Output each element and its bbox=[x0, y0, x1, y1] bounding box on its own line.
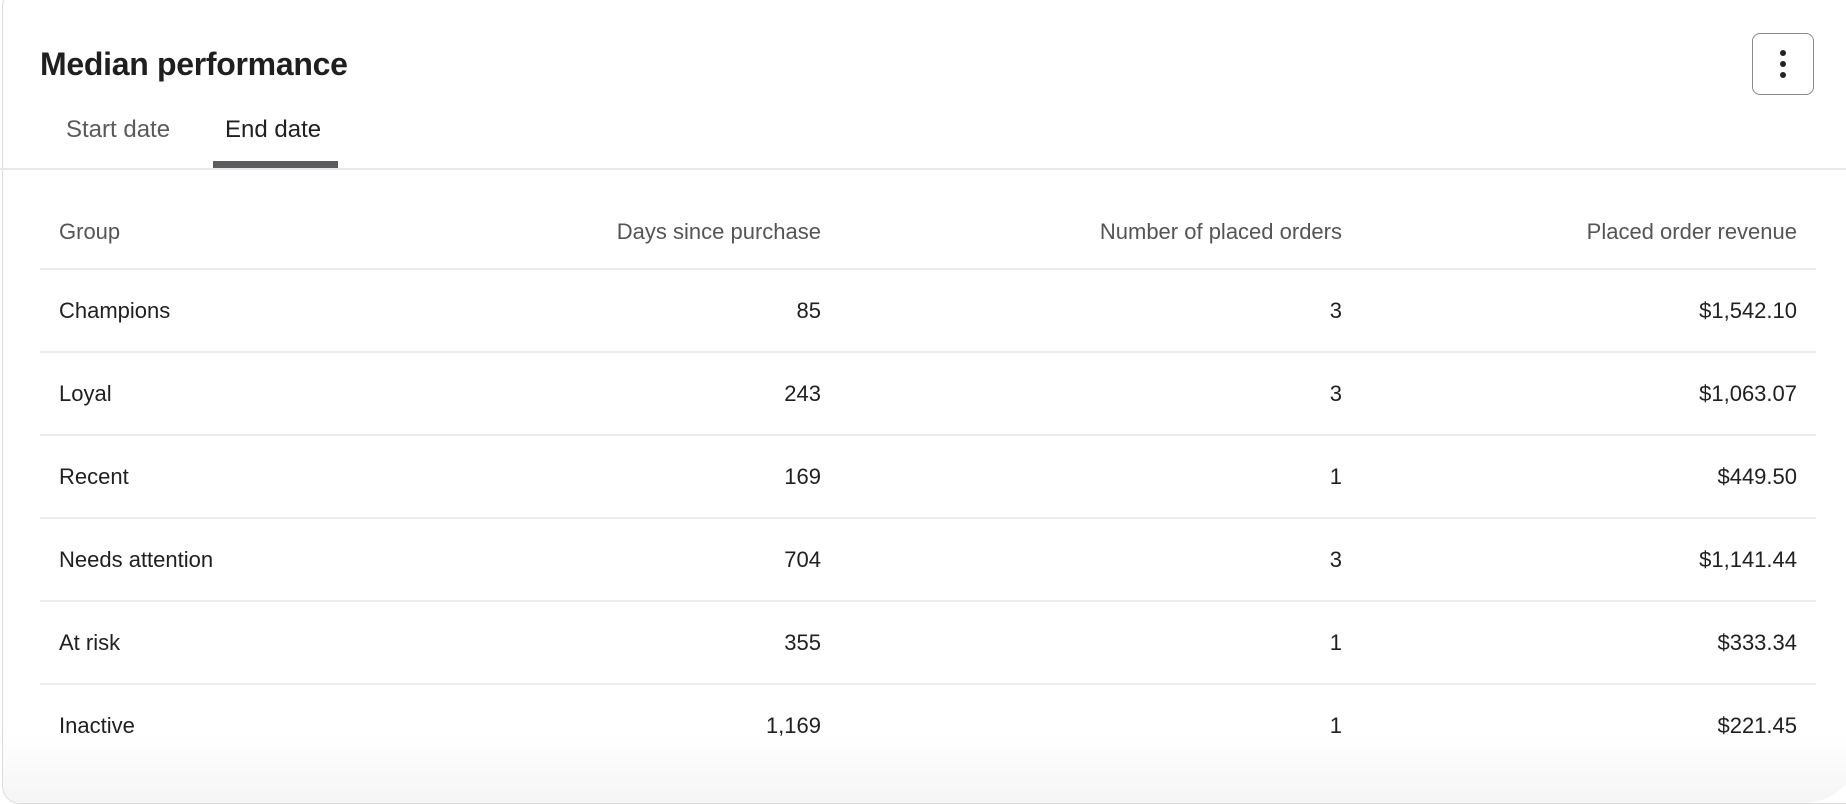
cell-days-since-purchase: 704 bbox=[420, 518, 840, 602]
card-footer-fade bbox=[3, 733, 1846, 803]
cell-placed-orders: 3 bbox=[840, 269, 1361, 353]
table-row: Champions 85 3 $1,542.10 bbox=[40, 269, 1816, 353]
cell-placed-orders: 1 bbox=[840, 601, 1361, 685]
cell-revenue: $333.34 bbox=[1361, 601, 1816, 685]
median-performance-table: Group Days since purchase Number of plac… bbox=[40, 196, 1816, 766]
column-header-group: Group bbox=[40, 196, 420, 270]
cell-group: Loyal bbox=[40, 352, 420, 436]
table-row: At risk 355 1 $333.34 bbox=[40, 601, 1816, 685]
cell-revenue: $1,141.44 bbox=[1361, 518, 1816, 602]
header-divider bbox=[0, 168, 1846, 170]
table-row: Inactive 1,169 1 $221.45 bbox=[40, 684, 1816, 766]
tab-start-date[interactable]: Start date bbox=[66, 116, 171, 143]
cell-placed-orders: 1 bbox=[840, 435, 1361, 519]
cell-days-since-purchase: 243 bbox=[420, 352, 840, 436]
column-header-placed-orders: Number of placed orders bbox=[840, 196, 1361, 270]
active-tab-indicator bbox=[213, 161, 338, 168]
column-header-revenue: Placed order revenue bbox=[1361, 196, 1816, 270]
card-title: Median performance bbox=[40, 46, 348, 82]
cell-group: Recent bbox=[40, 435, 420, 519]
column-header-days-since-purchase: Days since purchase bbox=[420, 196, 840, 270]
cell-group: Needs attention bbox=[40, 518, 420, 602]
cell-revenue: $1,063.07 bbox=[1361, 352, 1816, 436]
cell-group: At risk bbox=[40, 601, 420, 685]
cell-revenue: $449.50 bbox=[1361, 435, 1816, 519]
kebab-vertical-icon bbox=[1780, 61, 1786, 67]
cell-placed-orders: 1 bbox=[1329, 712, 1342, 738]
more-options-button[interactable] bbox=[1752, 33, 1814, 95]
cell-revenue: $221.45 bbox=[1717, 712, 1797, 738]
table-row: Needs attention 704 3 $1,141.44 bbox=[40, 518, 1816, 602]
cell-group: Inactive bbox=[59, 712, 135, 738]
tab-end-date[interactable]: End date bbox=[225, 116, 322, 143]
cell-revenue: $1,542.10 bbox=[1361, 269, 1816, 353]
cell-days-since-purchase: 169 bbox=[420, 435, 840, 519]
cell-days-since-purchase: 85 bbox=[420, 269, 840, 353]
kebab-vertical-icon bbox=[1780, 72, 1786, 78]
cell-placed-orders: 3 bbox=[840, 518, 1361, 602]
table-row: Recent 169 1 $449.50 bbox=[40, 435, 1816, 519]
cell-days-since-purchase: 355 bbox=[420, 601, 840, 685]
cell-placed-orders: 3 bbox=[840, 352, 1361, 436]
table-row: Loyal 243 3 $1,063.07 bbox=[40, 352, 1816, 436]
cell-days-since-purchase: 1,169 bbox=[765, 712, 821, 738]
kebab-vertical-icon bbox=[1780, 50, 1786, 56]
cell-group: Champions bbox=[40, 269, 420, 353]
table-header-row: Group Days since purchase Number of plac… bbox=[40, 196, 1816, 270]
